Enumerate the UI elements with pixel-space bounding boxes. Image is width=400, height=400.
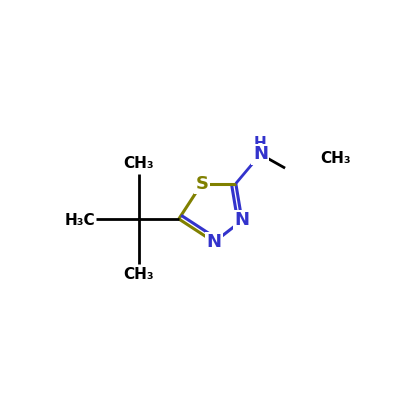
Text: N: N [207, 233, 222, 251]
Text: S: S [196, 174, 208, 192]
Text: N: N [234, 212, 250, 230]
Text: CH₃: CH₃ [124, 267, 154, 282]
Text: H: H [254, 136, 267, 151]
Text: N: N [253, 145, 268, 163]
Text: H₃C: H₃C [65, 213, 96, 228]
Text: CH₃: CH₃ [320, 151, 351, 166]
Text: CH₃: CH₃ [124, 156, 154, 171]
